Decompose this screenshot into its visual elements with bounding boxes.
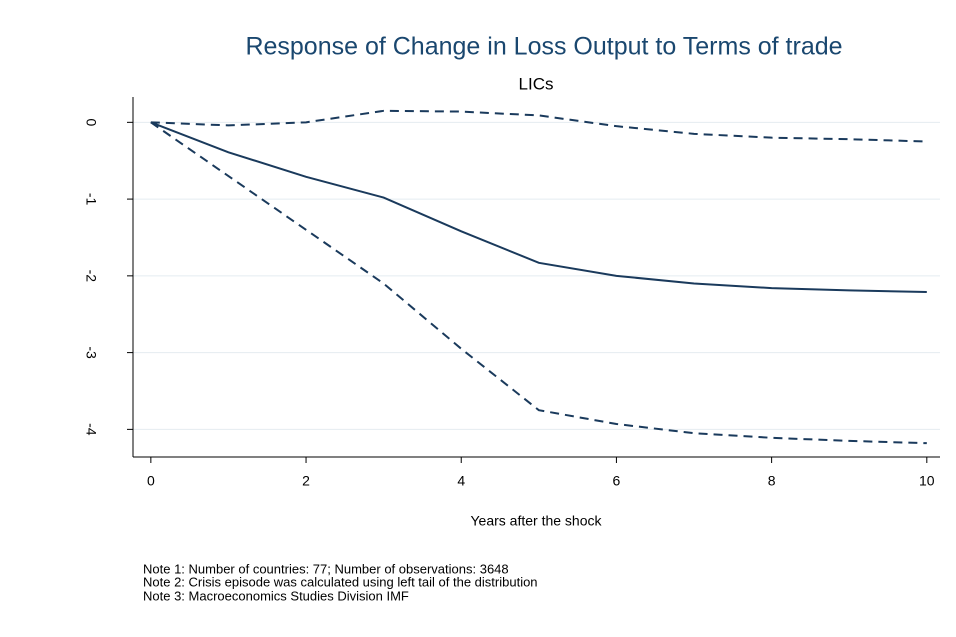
note: Note 3: Macroeconomics Studies Division … [143,588,409,603]
x-tick-label: 8 [768,473,776,489]
x-tick-label: 4 [457,473,465,489]
note: Note 2: Crisis episode was calculated us… [143,574,538,589]
series-line [150,109,927,143]
y-tick-label: -3 [83,346,99,359]
series-line [150,121,927,293]
chart-subtitle: LICs [519,74,554,93]
x-axis-label: Years after the shock [470,513,602,529]
y-tick-label: -2 [83,270,99,283]
y-tick-label: -4 [83,423,99,436]
y-tick-label: -1 [83,193,99,206]
x-tick-label: 0 [147,473,155,489]
y-tick-label: 0 [83,118,99,126]
series-line [150,121,927,445]
note: Note 1: Number of countries: 77; Number … [143,561,509,576]
chart-title: Response of Change in Loss Output to Ter… [245,33,842,61]
x-tick-label: 6 [613,473,621,489]
x-tick-label: 2 [302,473,310,489]
x-tick-label: 10 [919,473,935,489]
